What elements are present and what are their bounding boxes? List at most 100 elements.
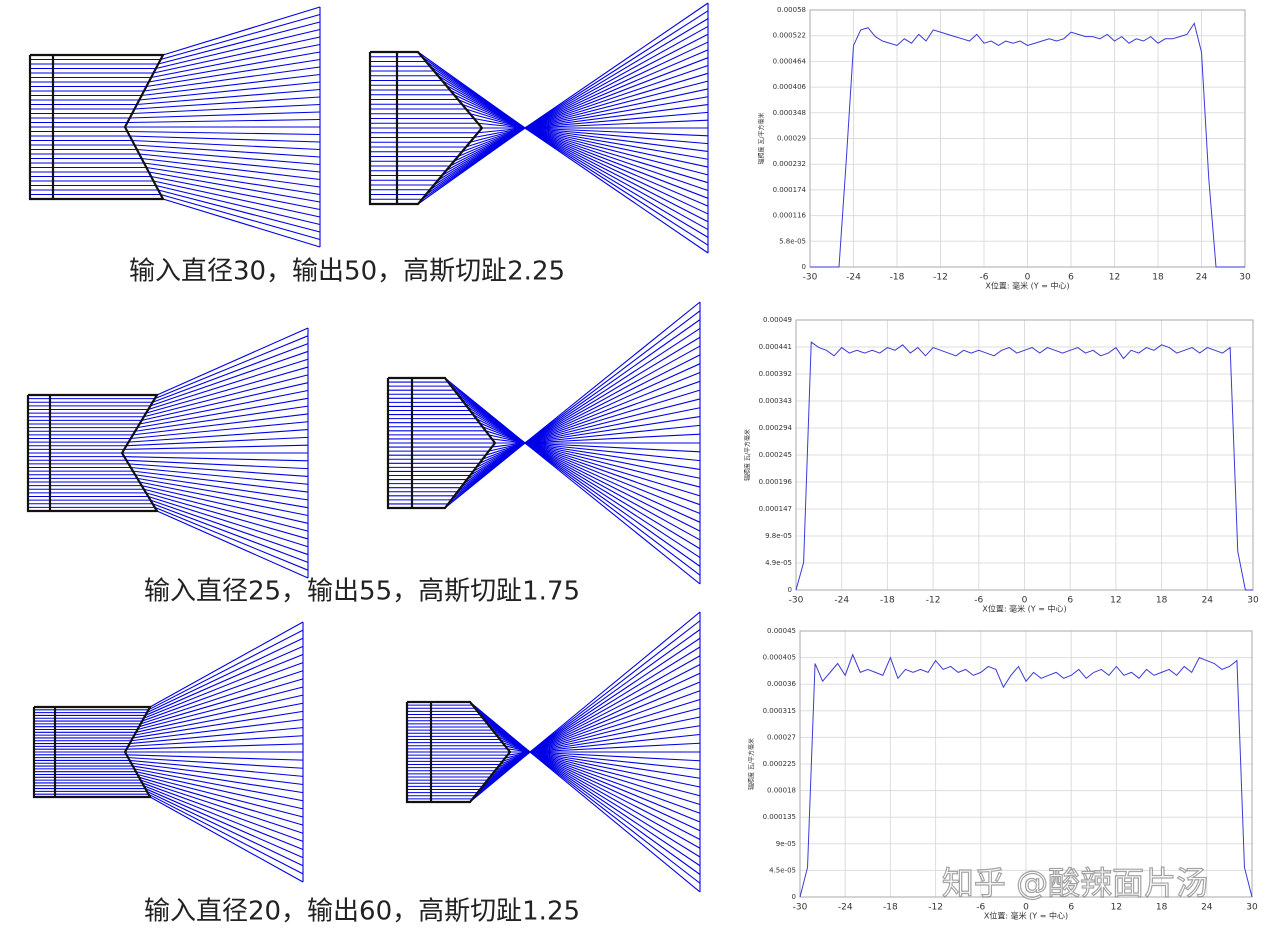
ray [126,754,304,761]
ray [148,793,304,875]
ray [132,413,309,436]
ray [160,13,321,61]
ray [156,510,309,579]
irradiance-line [795,341,1253,591]
ray [524,127,709,207]
x-tick-label: 6 [1068,273,1074,283]
ray [141,782,304,842]
y-tick-label: 0.000441 [759,343,792,351]
ray [139,481,309,517]
x-tick-label: -12 [928,903,943,913]
ray [156,327,309,396]
y-tick-label: 4.9e-05 [765,559,792,567]
ray [149,621,304,708]
ray [524,127,709,176]
ray [146,58,321,88]
ray [137,686,304,731]
ray [128,463,309,477]
ray [126,436,309,447]
y-tick-label: 0.00049 [763,316,792,324]
ray [524,407,701,444]
ray [524,398,701,444]
ray [138,776,304,826]
y-tick-label: 0 [788,586,792,594]
ray [469,113,526,129]
y-tick-label: 5.8e-05 [779,237,806,245]
ray [524,442,701,532]
watermark: 知乎 @酸辣面片汤 [942,864,1208,902]
y-tick-label: 0.000406 [773,83,807,91]
ray [137,773,304,818]
ray [524,127,709,145]
y-axis-label: 辐照度 瓦/平方毫米 [748,738,756,790]
ray [130,466,309,485]
ray [151,175,321,211]
ray [524,319,701,444]
y-tick-label: 0.00045 [767,627,796,635]
ray [529,637,701,753]
x-tick-label: 0 [1022,596,1028,606]
ray [143,785,304,851]
ray [491,438,526,444]
ray [132,470,309,493]
x-tick-label: -18 [883,903,898,913]
ray [127,118,321,124]
x-tick-label: -12 [926,596,941,606]
ray [529,751,701,814]
ray [132,710,304,739]
ray [158,21,321,65]
ray [529,751,701,806]
ray [145,366,309,414]
caption: 输入直径20，输出60，高斯切趾1.25 [144,897,580,927]
x-tick-label: -24 [838,903,853,913]
lens-outline [368,50,484,206]
ray [162,198,321,248]
ray [488,434,526,444]
irradiance-line [810,22,1245,268]
ray [154,506,309,571]
ray [134,144,321,158]
y-tick-label: 0.000147 [759,505,792,513]
ray [524,363,701,444]
ray [135,771,304,810]
ray [529,690,701,753]
ray [529,681,701,753]
ray [524,18,709,129]
ray [524,119,709,129]
ray [529,751,701,779]
ray [529,751,701,893]
ray [141,73,321,97]
ray [160,193,321,241]
ray [152,343,309,403]
ray [524,442,701,470]
ray [128,429,309,443]
ray [151,43,321,79]
x-axis-label: X位置: 毫米 (Y = 中心) [982,604,1066,614]
ray [524,127,709,184]
ray [524,442,701,506]
ray [148,495,309,548]
x-tick-label: -18 [890,273,905,283]
ray [139,389,309,425]
ray [155,28,321,70]
x-tick-label: 0 [1023,903,1029,913]
ray [529,611,701,753]
ray [524,127,709,192]
ray [124,444,309,450]
ray [524,127,709,223]
ray [145,788,304,859]
ray [135,694,304,733]
x-axis-label: X位置: 毫米 (Y = 中心) [984,911,1068,921]
ray [139,81,321,101]
y-axis-label: 辐照度 瓦/平方毫米 [744,429,752,481]
ray [153,36,321,74]
y-axis-label: 辐照度 瓦/平方毫米 [758,113,766,165]
ray [137,477,309,509]
ray [524,442,701,488]
y-tick-label: 0.000196 [759,478,793,486]
ray [143,162,321,188]
ray [135,405,309,432]
x-tick-label: 18 [1156,596,1168,606]
y-tick-label: 4.5e-05 [769,866,796,874]
ray [131,718,304,742]
